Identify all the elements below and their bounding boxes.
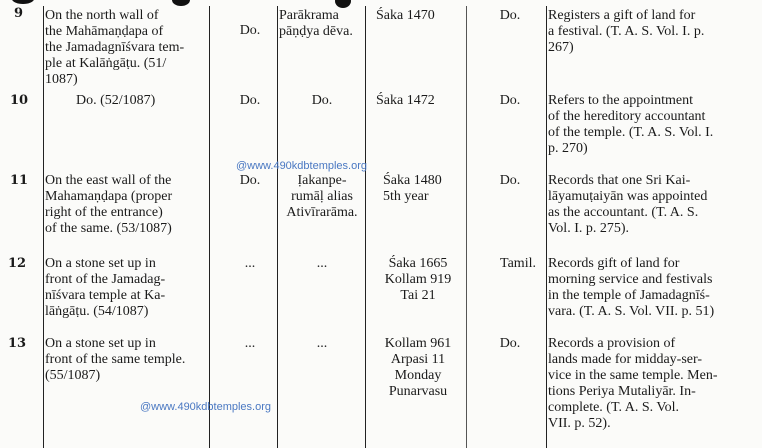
date-cell: Śaka 1480 5th year [383,173,442,204]
remarks-cell: Records gift of land for morning service… [548,256,715,319]
row-number: 13 [8,336,27,351]
place-cell: On the east wall of the Mahamaṇḍapa (pro… [45,173,173,236]
column-divider [466,6,467,448]
remarks-cell: Records a provision of lands made for mi… [548,336,718,431]
column-divider [277,6,278,448]
king-cell: ... [316,336,328,351]
script-cell: Do. [499,173,521,188]
place-cell: Do. (52/1087) [76,93,156,108]
row-number: 9 [14,6,24,21]
date-cell: Kollam 961 Arpasi 11 Monday Punarvasu [384,336,452,399]
column-divider [365,6,366,448]
language-cell: Do. [239,23,261,38]
king-cell: ... [316,256,328,271]
ink-blot [12,0,34,4]
date-cell: Śaka 1472 [376,93,435,108]
language-cell: Do. [239,93,261,108]
script-cell: Do. [499,336,521,351]
script-cell: Do. [499,93,521,108]
language-cell: ... [244,256,256,271]
language-cell: Do. [239,173,261,188]
remarks-cell: Refers to the appointment of the heredit… [548,93,714,156]
date-cell: Śaka 1470 [376,8,435,23]
column-divider [43,6,44,448]
remarks-cell: Registers a gift of land for a festival.… [548,8,705,55]
place-cell: On a stone set up in front of the same t… [45,336,186,383]
place-cell: On the north wall of the Mahāmaṇḍapa of … [45,8,185,87]
row-number: 12 [8,256,27,271]
row-number: 11 [10,173,29,188]
language-cell: ... [244,336,256,351]
place-cell: On a stone set up in front of the Jamada… [45,256,166,319]
remarks-cell: Records that one Sri Kai- lāyamuṭaiyān w… [548,173,708,236]
watermark: @www.490kdbtemples.org [236,160,368,172]
ink-blot [335,0,351,8]
script-cell: Do. [499,8,521,23]
column-divider [209,6,210,448]
king-cell: Ịakanpe- rumāḷ alias Ativīrarāma. [286,173,358,220]
king-cell: Parākrama pāṇḍya dēva. [279,8,353,39]
watermark: @www.490kdbtemples.org [140,401,272,413]
column-divider [546,6,547,448]
date-cell: Śaka 1665 Kollam 919 Tai 21 [384,256,452,303]
ink-blot [172,0,190,6]
king-cell: Do. [311,93,333,108]
script-cell: Tamil. [500,256,536,271]
row-number: 10 [10,93,29,108]
